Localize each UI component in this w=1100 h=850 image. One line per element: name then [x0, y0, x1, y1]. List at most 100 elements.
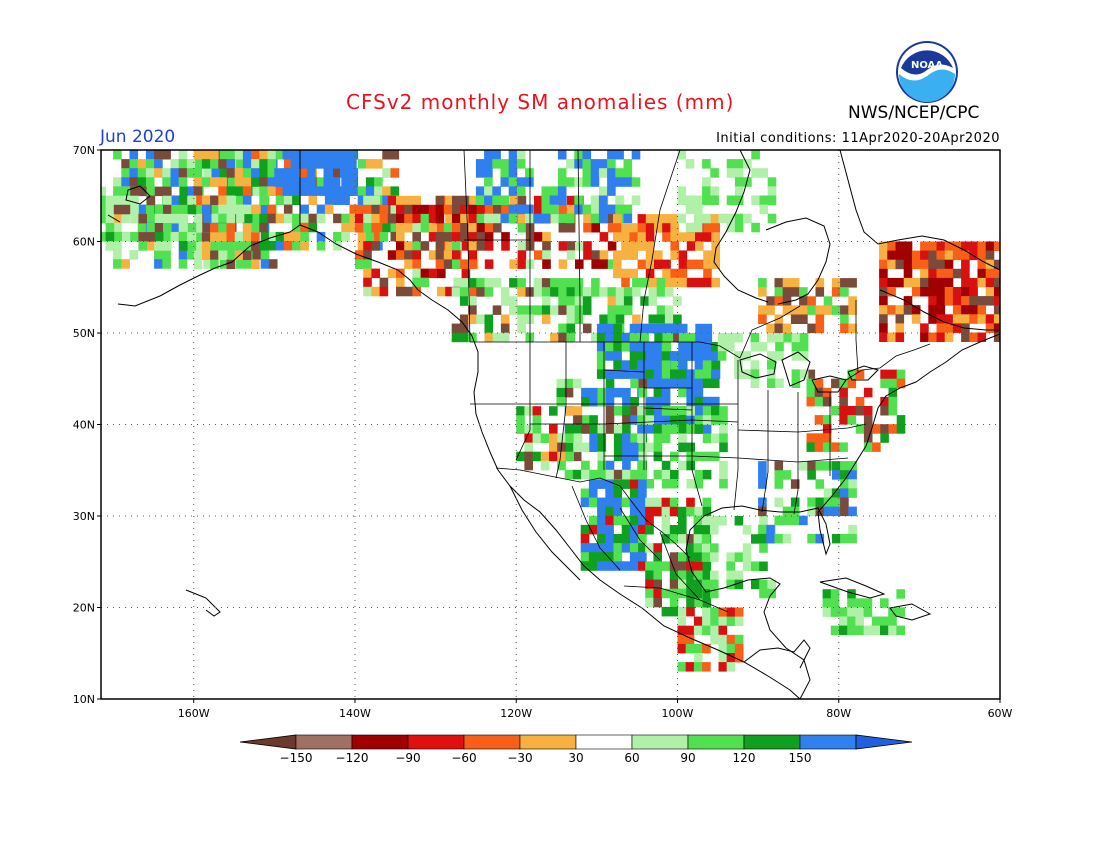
anomaly-cell	[605, 351, 614, 361]
anomaly-cell	[468, 213, 477, 224]
anomaly-cell	[390, 222, 400, 233]
anomaly-cell	[201, 250, 211, 260]
anomaly-cell	[686, 387, 695, 398]
anomaly-cell	[428, 204, 438, 215]
anomaly-cell	[694, 405, 704, 416]
anomaly-cell	[822, 396, 832, 407]
anomaly-cell	[154, 232, 164, 242]
anomaly-cell	[573, 415, 583, 425]
anomaly-cell	[654, 259, 663, 270]
anomaly-cell	[282, 168, 292, 178]
anomaly-cell	[550, 213, 559, 224]
anomaly-cell	[251, 232, 260, 242]
anomaly-cell	[382, 150, 391, 160]
anomaly-cell	[476, 232, 486, 242]
anomaly-cell	[879, 332, 888, 342]
anomaly-cell	[629, 479, 639, 489]
anomaly-cell	[517, 241, 527, 251]
anomaly-cell	[130, 213, 139, 224]
anomaly-cell	[396, 250, 405, 260]
anomaly-cell	[782, 278, 792, 288]
anomaly-cell	[711, 277, 720, 288]
anomaly-cell	[815, 305, 825, 315]
anomaly-cell	[524, 460, 533, 471]
anomaly-cell	[162, 231, 171, 242]
anomaly-cell	[847, 616, 856, 626]
anomaly-cell	[822, 433, 832, 443]
anomaly-cell	[645, 442, 654, 453]
anomaly-cell	[219, 259, 229, 269]
anomaly-cell	[525, 204, 534, 215]
anomaly-cell	[993, 314, 1000, 324]
anomaly-cell	[677, 616, 687, 627]
anomaly-cell	[129, 168, 139, 178]
anomaly-cell	[719, 415, 728, 425]
anomaly-cell	[588, 524, 598, 535]
anomaly-cell	[331, 186, 341, 196]
anomaly-cell	[572, 424, 582, 434]
anomaly-cell	[678, 579, 687, 590]
anomaly-cell	[759, 588, 768, 599]
anomaly-cell	[178, 159, 188, 169]
anomaly-cell	[113, 213, 122, 224]
anomaly-cell	[613, 497, 623, 508]
anomaly-cell	[961, 241, 970, 251]
anomaly-cell	[993, 305, 1000, 315]
anomaly-cell	[581, 415, 590, 425]
anomaly-cell	[693, 588, 703, 599]
anomaly-cell	[193, 195, 203, 205]
anomaly-cell	[622, 442, 631, 452]
anomaly-cell	[920, 241, 929, 251]
anomaly-cell	[597, 460, 607, 471]
anomaly-cell	[774, 461, 784, 471]
anomaly-cell	[130, 195, 139, 206]
anomaly-cell	[349, 213, 359, 224]
anomaly-cell	[597, 433, 607, 443]
anomaly-cell	[201, 177, 211, 187]
anomaly-cell	[260, 231, 270, 242]
anomaly-cell	[758, 461, 767, 471]
anomaly-cell	[670, 268, 679, 279]
anomaly-cell	[598, 195, 608, 205]
anomaly-cell	[653, 369, 663, 379]
anomaly-cell	[961, 305, 970, 315]
anomaly-cell	[759, 204, 769, 215]
anomaly-cell	[673, 296, 682, 306]
anomaly-cell	[669, 561, 679, 571]
anomaly-cell	[607, 186, 616, 196]
anomaly-cell	[678, 561, 687, 571]
anomaly-cell	[187, 241, 197, 251]
anomaly-cell	[863, 625, 873, 636]
anomaly-cell	[162, 259, 171, 269]
anomaly-cell	[928, 259, 937, 270]
anomaly-cell	[686, 534, 695, 544]
anomaly-cell	[621, 534, 631, 544]
anomaly-cell	[564, 387, 574, 398]
anomaly-cell	[734, 186, 744, 196]
anomaly-cell	[670, 369, 679, 379]
anomaly-cell	[613, 369, 622, 379]
anomaly-cell	[896, 625, 905, 636]
anomaly-cell	[903, 241, 913, 251]
anomaly-cell	[259, 195, 268, 205]
anomaly-cell	[742, 543, 752, 553]
anomaly-cell	[583, 241, 592, 251]
anomaly-cell	[581, 442, 590, 452]
anomaly-cell	[726, 213, 736, 224]
anomaly-cell	[703, 250, 712, 260]
anomaly-cell	[903, 259, 913, 270]
anomaly-cell	[390, 150, 400, 160]
anomaly-cell	[645, 525, 654, 535]
anomaly-cell	[774, 470, 784, 480]
anomaly-cell	[404, 259, 413, 269]
anomaly-cell	[210, 159, 219, 169]
anomaly-cell	[517, 278, 526, 288]
anomaly-cell	[517, 250, 527, 260]
anomaly-cell	[654, 332, 663, 343]
anomaly-cell	[590, 177, 600, 187]
anomaly-cell	[638, 561, 647, 571]
lon-label: 100W	[662, 707, 694, 720]
anomaly-cell	[259, 186, 268, 196]
anomaly-cell	[581, 387, 590, 398]
anomaly-cell	[711, 351, 720, 361]
